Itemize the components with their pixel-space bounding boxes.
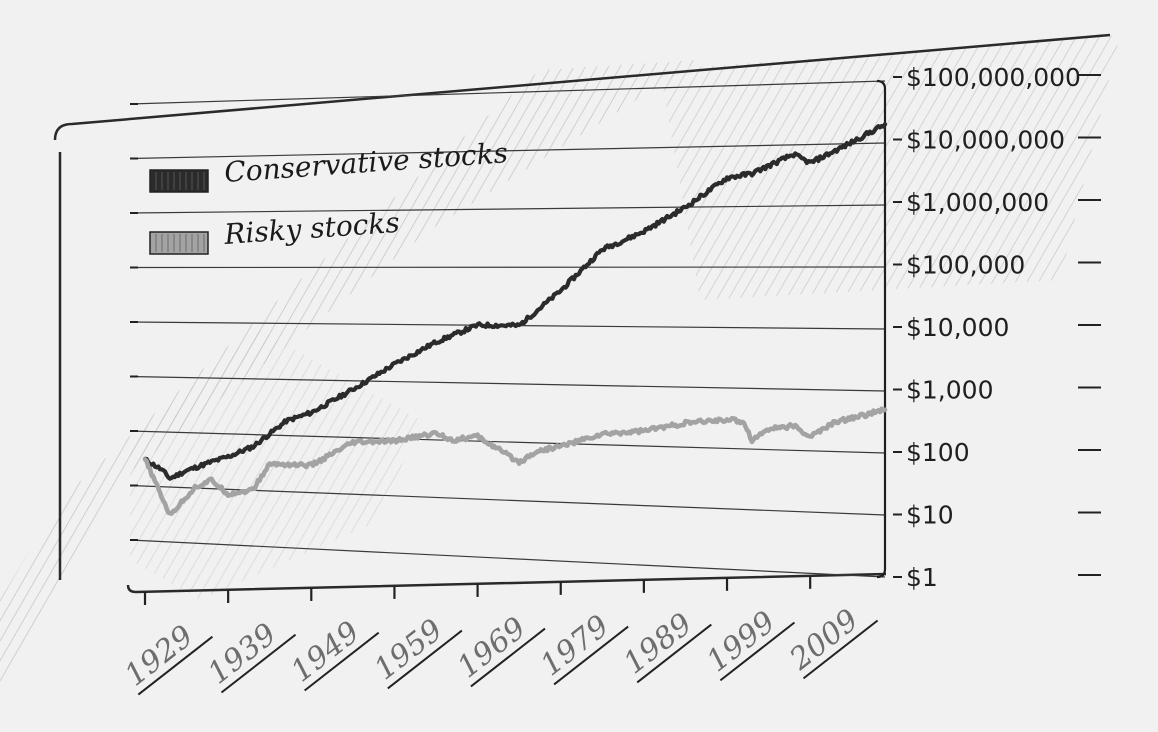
x-tick-label-underline xyxy=(636,623,712,684)
grid-line xyxy=(129,80,886,105)
x-tick-label-underline xyxy=(387,629,463,690)
x-tick-label-group: 1969 xyxy=(451,611,546,688)
x-tick-label-group: 1939 xyxy=(202,617,297,694)
chart-frame xyxy=(53,33,1111,594)
x-tick-label-group: 1999 xyxy=(700,605,796,682)
right-y-axis xyxy=(876,79,887,579)
y-axis-tick-labels: $1 $10 $100 $1,000 $10,000 $100,000 $1,000,000… xyxy=(893,63,1101,592)
x-tick-label-group: 1979 xyxy=(534,609,629,686)
x-tick-label-group: 1929 xyxy=(118,619,214,696)
legend-swatch xyxy=(149,169,209,193)
x-tick-label-underline xyxy=(220,633,297,694)
y-tick-label: $100 xyxy=(906,438,970,467)
x-tick-label-group: 2009 xyxy=(783,603,879,680)
y-tick-label: $1,000,000 xyxy=(906,188,1049,217)
y-tick-label: $1 xyxy=(906,563,938,592)
legend-swatch xyxy=(149,231,209,255)
y-tick-label: $10,000,000 xyxy=(906,126,1065,155)
grid-line xyxy=(129,142,886,160)
grid-line xyxy=(129,266,886,269)
right-axis-line xyxy=(876,79,887,579)
x-tick-label-underline xyxy=(304,631,380,692)
series-lines xyxy=(142,122,888,516)
series-line xyxy=(142,122,888,481)
grid-line xyxy=(129,375,886,392)
x-tick-label-group: 1989 xyxy=(617,607,712,684)
y-tick-label: $100,000 xyxy=(906,251,1025,280)
grid-line xyxy=(129,430,886,454)
x-tick-label-underline xyxy=(137,635,214,696)
x-tick-label-group: 1949 xyxy=(285,615,380,692)
grid-line xyxy=(129,204,886,214)
y-tick-label: $10,000 xyxy=(906,313,1009,342)
grid-line xyxy=(129,539,886,578)
hatched-band-upper xyxy=(660,35,1120,300)
y-tick-label: $10 xyxy=(906,501,954,530)
x-tick-label-group: 1959 xyxy=(368,613,463,690)
x-tick-label-underline xyxy=(802,619,879,680)
series-line xyxy=(142,406,888,516)
x-tick-label-underline xyxy=(470,627,546,688)
x-tick-label-underline xyxy=(553,625,629,686)
y-tick-label: $1,000 xyxy=(906,376,993,405)
x-tick-label-underline xyxy=(719,621,796,682)
y-tick-label: $100,000,000 xyxy=(906,63,1081,92)
x-axis: 1929 1939 1949 1959 1969 1979 1989 1999 2009 xyxy=(118,575,879,696)
